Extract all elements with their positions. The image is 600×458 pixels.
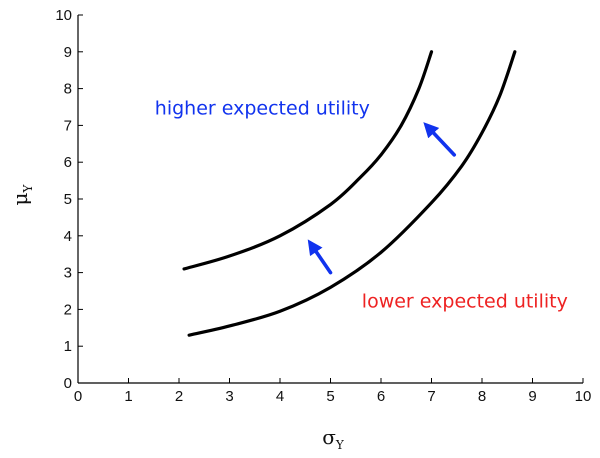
y-tick-label: 6	[64, 154, 72, 171]
y-tick-label: 4	[64, 228, 72, 245]
lower-utility-curve	[187, 50, 517, 337]
y-tick-label: 3	[64, 265, 72, 282]
x-tick-label: 3	[225, 388, 233, 405]
x-tick-label: 9	[528, 388, 536, 405]
y-ticks: 0 1 2 3 4 5 6 7 8 9 10	[55, 7, 83, 392]
series-layer	[182, 50, 517, 337]
y-tick-label: 0	[64, 375, 72, 392]
y-axis-title-group: μY	[8, 183, 35, 205]
y-tick-label: 5	[64, 191, 72, 208]
x-tick-label: 0	[74, 388, 82, 405]
x-tick-label: 2	[175, 388, 183, 405]
x-tick-label: 8	[478, 388, 486, 405]
y-tick-label: 10	[55, 7, 72, 24]
x-tick-label: 6	[377, 388, 385, 405]
x-tick-label: 5	[326, 388, 334, 405]
x-tick-label: 1	[124, 388, 132, 405]
y-tick-label: 7	[64, 117, 72, 134]
arrow-layer	[307, 122, 457, 275]
y-tick-label: 1	[64, 338, 72, 355]
lower-utility-annotation: lower expected utility	[362, 291, 568, 313]
x-axis-title: σY	[322, 425, 345, 452]
x-tick-label: 10	[575, 388, 592, 405]
x-ticks: 0 1 2 3 4 5 6 7 8 9 10	[74, 378, 592, 405]
higher-utility-annotation: higher expected utility	[155, 97, 370, 119]
y-tick-label: 8	[64, 81, 72, 98]
direction-arrow	[307, 239, 333, 275]
y-tick-label: 2	[64, 301, 72, 318]
x-tick-label: 7	[427, 388, 435, 405]
annotation-layer: higher expected utility lower expected ut…	[155, 97, 568, 312]
y-axis-title: μY	[8, 183, 35, 205]
x-tick-label: 4	[276, 388, 284, 405]
direction-arrow	[423, 122, 457, 157]
y-tick-label: 9	[64, 44, 72, 61]
higher-utility-curve	[182, 50, 434, 271]
